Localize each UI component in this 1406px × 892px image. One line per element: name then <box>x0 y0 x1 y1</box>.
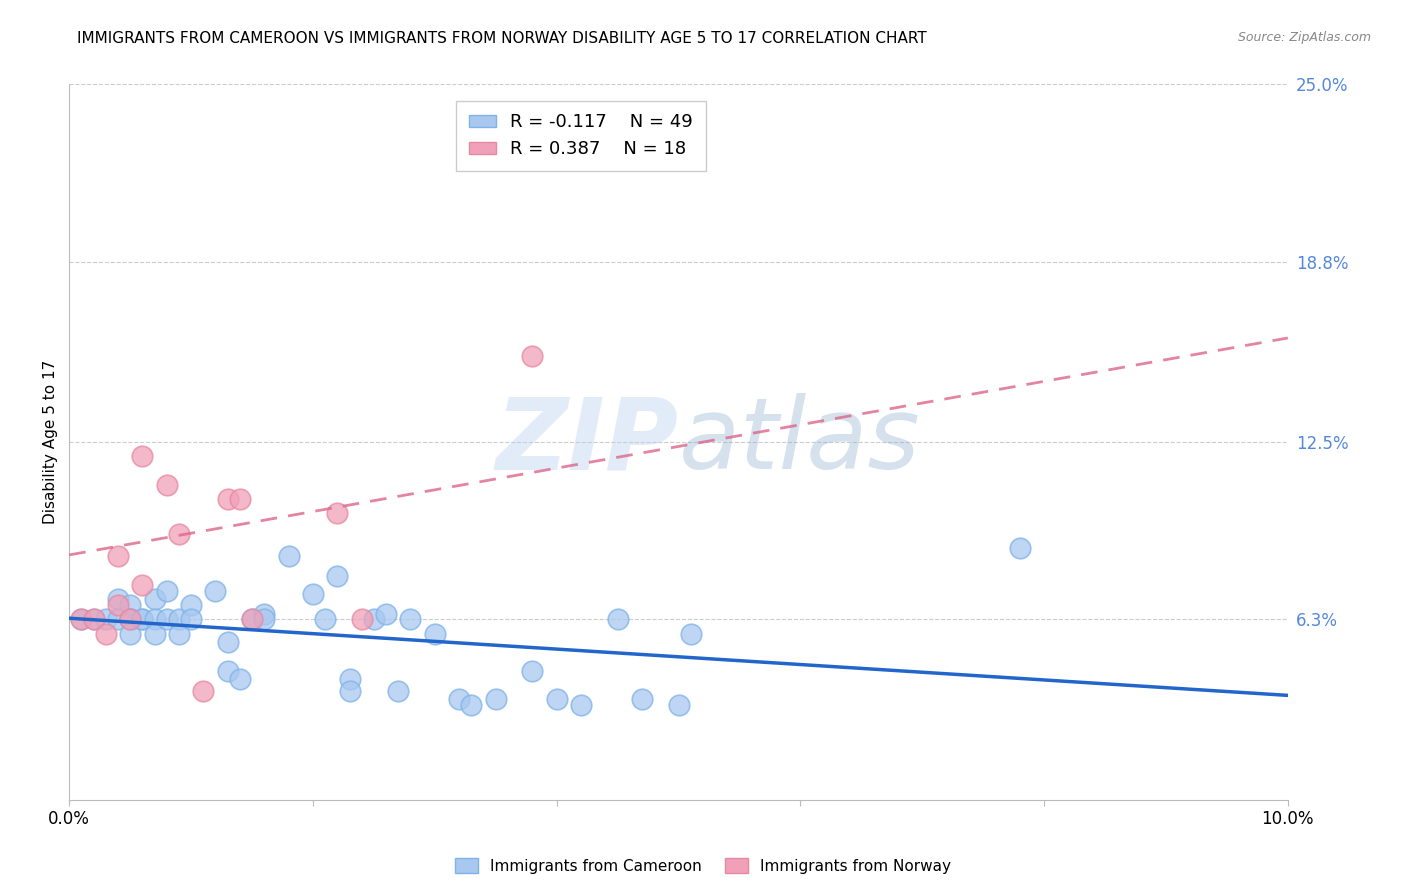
Point <box>240 612 263 626</box>
Point <box>204 583 226 598</box>
Point <box>631 692 654 706</box>
Point <box>143 612 166 626</box>
Point <box>339 673 361 687</box>
Point <box>167 626 190 640</box>
Point <box>460 698 482 713</box>
Point <box>387 683 409 698</box>
Point <box>522 349 544 363</box>
Point <box>156 583 179 598</box>
Point <box>180 612 202 626</box>
Point <box>302 586 325 600</box>
Point <box>546 692 568 706</box>
Point <box>120 626 142 640</box>
Point <box>193 683 215 698</box>
Point <box>679 626 702 640</box>
Point <box>229 492 252 507</box>
Point <box>156 478 179 492</box>
Point <box>70 612 93 626</box>
Point <box>107 612 129 626</box>
Point <box>131 612 153 626</box>
Legend: R = -0.117    N = 49, R = 0.387    N = 18: R = -0.117 N = 49, R = 0.387 N = 18 <box>457 101 706 171</box>
Point <box>131 450 153 464</box>
Point <box>449 692 471 706</box>
Point <box>253 607 276 621</box>
Point <box>363 612 385 626</box>
Point <box>120 598 142 612</box>
Point <box>180 598 202 612</box>
Point <box>1008 541 1031 555</box>
Point <box>606 612 628 626</box>
Point <box>107 598 129 612</box>
Point <box>143 626 166 640</box>
Point <box>240 612 263 626</box>
Point <box>83 612 105 626</box>
Point <box>107 592 129 607</box>
Legend: Immigrants from Cameroon, Immigrants from Norway: Immigrants from Cameroon, Immigrants fro… <box>449 852 957 880</box>
Point <box>120 612 142 626</box>
Point <box>339 683 361 698</box>
Text: IMMIGRANTS FROM CAMEROON VS IMMIGRANTS FROM NORWAY DISABILITY AGE 5 TO 17 CORREL: IMMIGRANTS FROM CAMEROON VS IMMIGRANTS F… <box>77 31 927 46</box>
Point <box>131 578 153 592</box>
Point <box>94 626 117 640</box>
Point <box>120 612 142 626</box>
Point <box>167 526 190 541</box>
Point <box>326 507 349 521</box>
Point <box>314 612 336 626</box>
Point <box>156 612 179 626</box>
Point <box>217 664 239 678</box>
Point <box>522 664 544 678</box>
Point <box>217 492 239 507</box>
Point <box>326 569 349 583</box>
Point <box>277 549 299 564</box>
Point <box>120 612 142 626</box>
Point <box>70 612 93 626</box>
Point <box>229 673 252 687</box>
Point <box>131 612 153 626</box>
Point <box>217 635 239 649</box>
Point <box>569 698 592 713</box>
Point <box>94 63 117 78</box>
Point <box>83 612 105 626</box>
Point <box>94 612 117 626</box>
Point <box>668 698 690 713</box>
Text: ZIP: ZIP <box>495 393 679 491</box>
Point <box>350 612 373 626</box>
Point <box>375 607 398 621</box>
Point <box>107 549 129 564</box>
Text: atlas: atlas <box>679 393 920 491</box>
Text: Source: ZipAtlas.com: Source: ZipAtlas.com <box>1237 31 1371 45</box>
Point <box>485 692 508 706</box>
Point <box>167 612 190 626</box>
Point <box>143 592 166 607</box>
Point <box>423 626 446 640</box>
Y-axis label: Disability Age 5 to 17: Disability Age 5 to 17 <box>44 359 58 524</box>
Point <box>253 612 276 626</box>
Point <box>399 612 422 626</box>
